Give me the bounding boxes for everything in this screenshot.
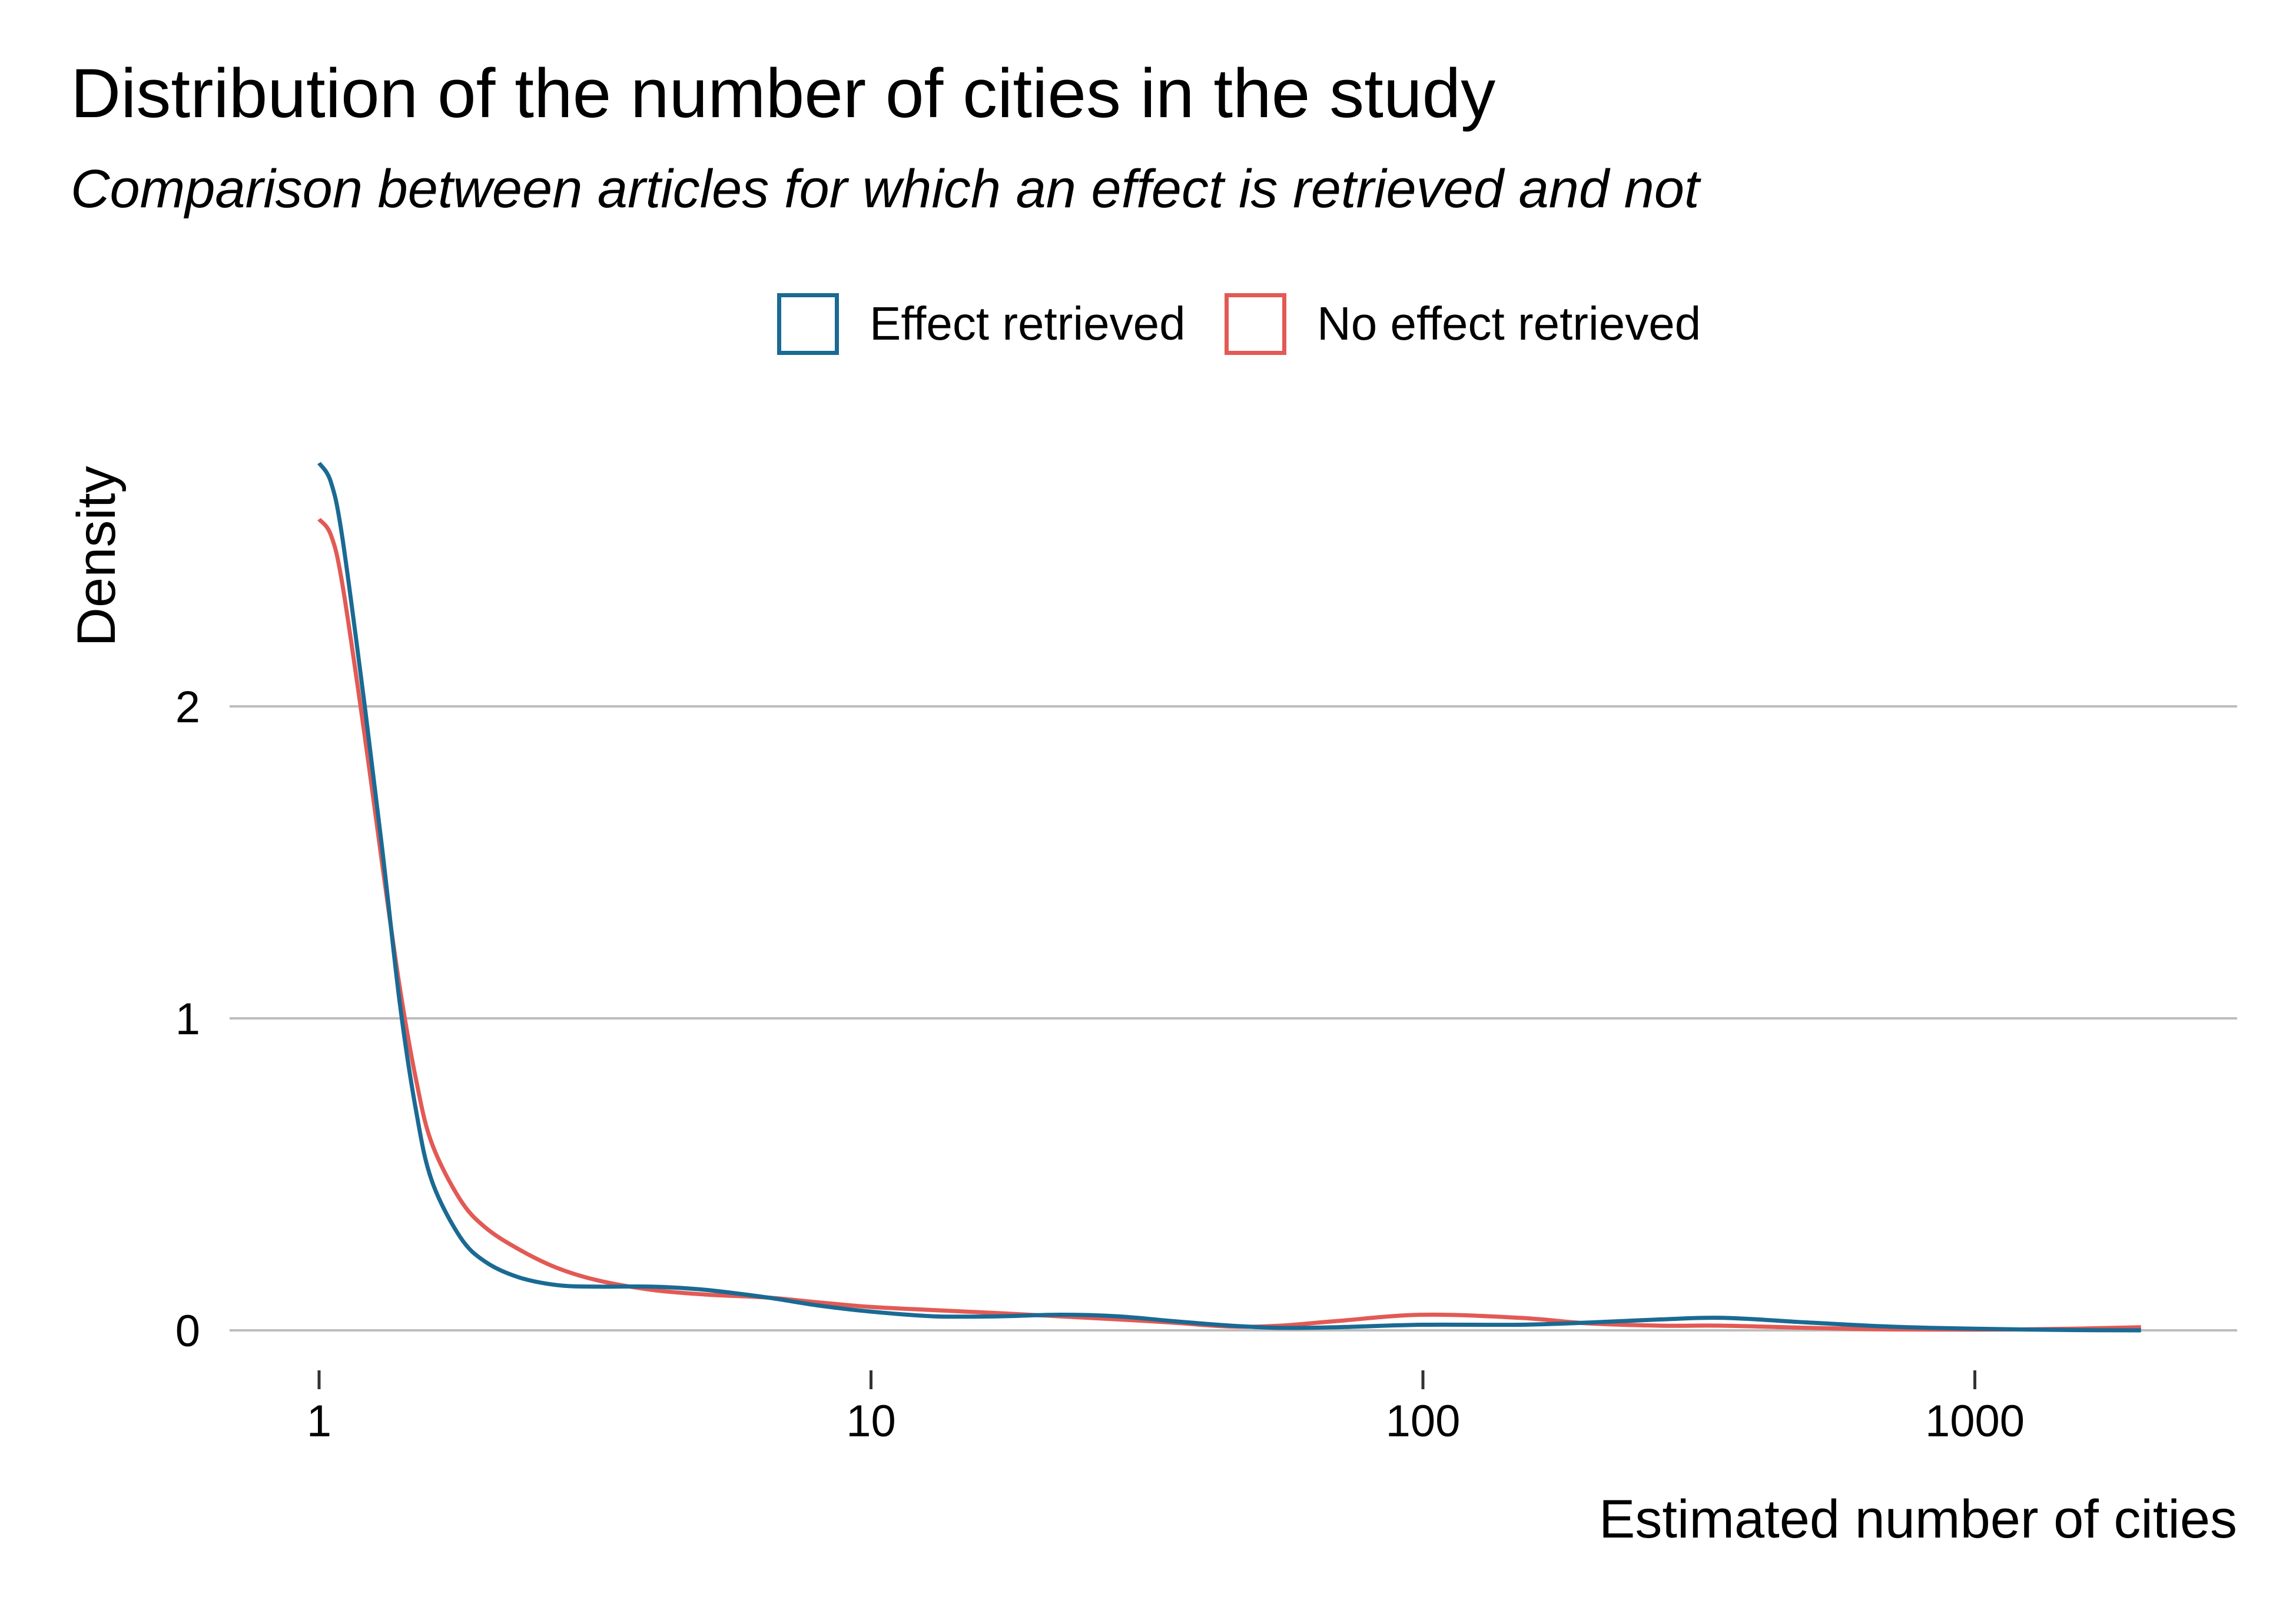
legend-label-no-effect-retrieved: No effect retrieved — [1317, 297, 1701, 350]
x-axis-label: Estimated number of cities — [1599, 1489, 2237, 1549]
chart-subtitle: Comparison between articles for which an… — [71, 159, 1700, 219]
y-axis-label: Density — [67, 466, 127, 647]
legend-item-effect-retrieved: Effect retrieved — [777, 288, 1186, 359]
x-tick-label: 100 — [1386, 1396, 1461, 1446]
x-tick-labels: 1 10 100 1000 — [307, 1370, 2025, 1446]
x-tick-label: 10 — [846, 1396, 896, 1446]
legend-item-no-effect-retrieved: No effect retrieved — [1225, 288, 1701, 359]
y-tick-labels: 0 1 2 — [175, 682, 200, 1356]
y-tick-label: 1 — [175, 994, 200, 1044]
x-tick-label: 1000 — [1925, 1396, 2025, 1446]
grid-lines — [230, 705, 2237, 1332]
x-tick-label: 1 — [307, 1396, 331, 1446]
legend-label-effect-retrieved: Effect retrieved — [870, 297, 1186, 350]
chart-title: Distribution of the number of cities in … — [71, 55, 1496, 132]
legend-key-no-effect-retrieved — [1225, 293, 1286, 355]
legend: Effect retrieved No effect retrieved — [0, 288, 2296, 359]
series-line-effect-retrieved — [317, 461, 2141, 1333]
series-lines — [317, 461, 2141, 1333]
y-tick-label: 2 — [175, 682, 200, 732]
y-tick-label: 0 — [175, 1306, 200, 1356]
series-line-no-effect-retrieved — [317, 517, 2141, 1332]
legend-key-effect-retrieved — [777, 293, 839, 355]
